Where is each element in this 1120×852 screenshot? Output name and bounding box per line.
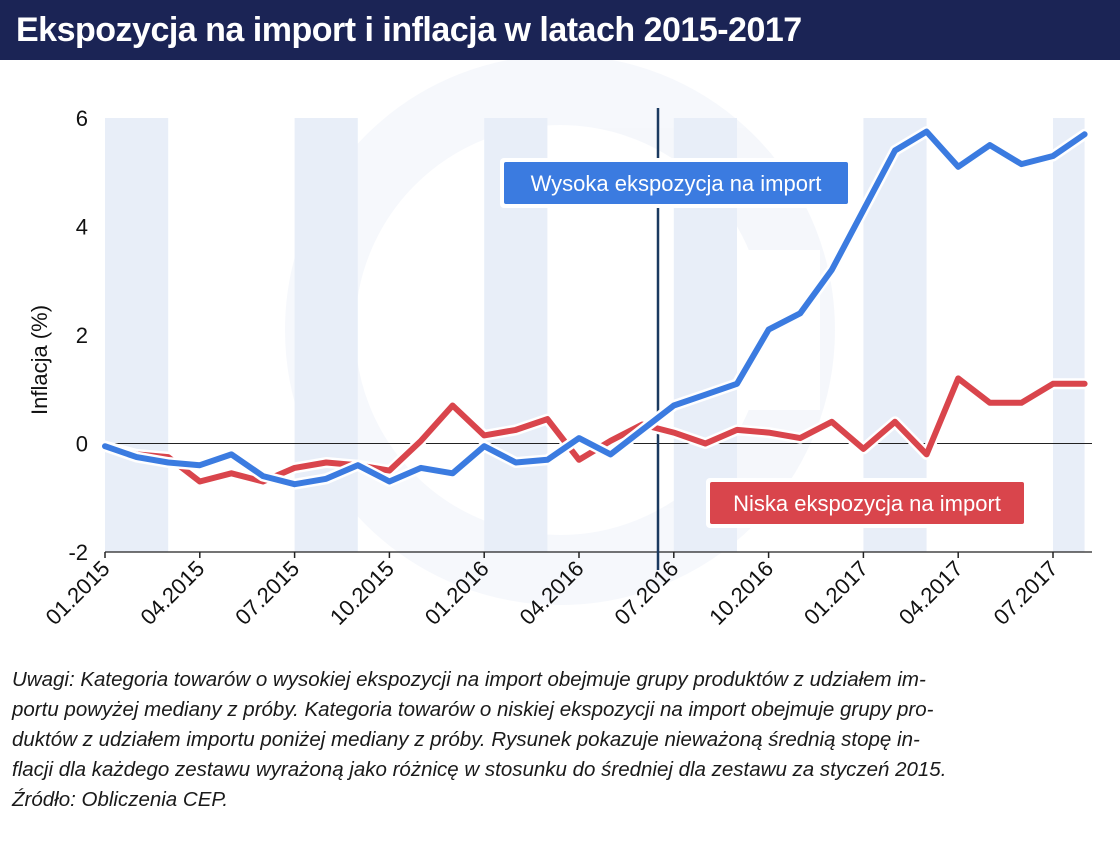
note-line: portu powyżej mediany z próby. Kategoria… xyxy=(12,698,934,721)
x-tick-label: 07.2017 xyxy=(989,556,1063,630)
page-title: Ekspozycja na import i inflacja w latach… xyxy=(16,11,802,49)
low-exposure-label-box xyxy=(710,482,1024,524)
y-tick-label: 4 xyxy=(76,215,88,240)
source-line: Źródło: Obliczenia CEP. xyxy=(12,788,229,811)
x-tick-label: 04.2017 xyxy=(894,556,968,630)
shaded-band xyxy=(1053,118,1085,552)
chart-notes: Uwagi: Kategoria towarów o wysokiej eksp… xyxy=(12,665,1112,815)
y-tick-label: 6 xyxy=(76,106,88,131)
title-bar: Ekspozycja na import i inflacja w latach… xyxy=(0,0,1120,60)
high-exposure-label: Wysoka ekspozycja na import xyxy=(531,171,822,196)
y-tick-label: 2 xyxy=(76,323,88,348)
x-tick-label: 01.2017 xyxy=(799,556,873,630)
note-line: flacji dla każdego zestawu wyrażoną jako… xyxy=(12,758,947,781)
y-axis-label: Inflacja (%) xyxy=(27,305,52,415)
series-labels: Wysoka ekspozycja na import Niska ekspozy… xyxy=(500,158,1028,528)
low-exposure-label: Niska ekspozycja na import xyxy=(733,491,1001,516)
high-exposure-label-box xyxy=(504,162,848,204)
note-line: Uwagi: Kategoria towarów o wysokiej eksp… xyxy=(12,668,926,691)
x-tick-label: 10.2015 xyxy=(325,556,399,630)
series-lines xyxy=(99,126,1091,490)
note-line: duktów z udziałem importu poniżej median… xyxy=(12,728,920,751)
high-exposure-line xyxy=(102,128,1088,488)
y-tick-label: -2 xyxy=(68,540,88,565)
shaded-band xyxy=(105,118,169,552)
x-tick-label: 04.2015 xyxy=(135,556,209,630)
y-tick-label: 0 xyxy=(76,432,88,457)
chart: -2 0 2 4 6 01.2015 04.2015 07.2015 10.2015 01.20… xyxy=(27,60,1092,630)
x-tick-label: 07.2015 xyxy=(230,556,304,630)
x-tick-label: 01.2015 xyxy=(41,556,115,630)
x-tick-label: 10.2016 xyxy=(704,556,778,630)
